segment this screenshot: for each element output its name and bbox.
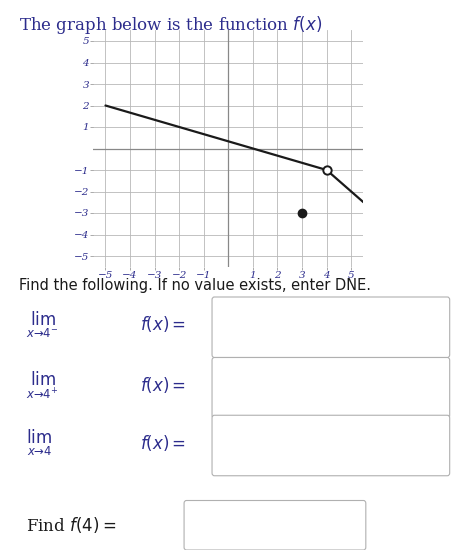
Text: Find $f(4) =$: Find $f(4) =$ bbox=[26, 515, 116, 535]
Text: $f(x) =$: $f(x) =$ bbox=[140, 315, 186, 334]
Text: $f(x) =$: $f(x) =$ bbox=[140, 375, 186, 395]
Text: The graph below is the function $f(x)$: The graph below is the function $f(x)$ bbox=[19, 14, 322, 36]
Text: $\lim_{x \to 4^-}$: $\lim_{x \to 4^-}$ bbox=[26, 310, 58, 339]
Text: $\lim_{x \to 4}$: $\lim_{x \to 4}$ bbox=[26, 428, 52, 458]
Text: Find the following. If no value exists, enter DNE.: Find the following. If no value exists, … bbox=[19, 278, 370, 293]
Text: $\lim_{x \to 4^+}$: $\lim_{x \to 4^+}$ bbox=[26, 369, 58, 401]
Text: $f(x) =$: $f(x) =$ bbox=[140, 433, 186, 453]
